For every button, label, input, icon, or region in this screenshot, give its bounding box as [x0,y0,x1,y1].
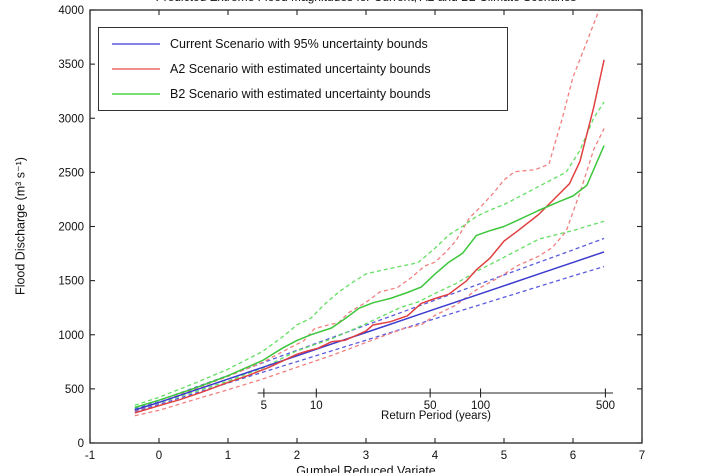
return-period-tick-label: 100 [471,400,490,412]
x-tick-label: 0 [156,450,162,462]
series-current-upper-bound [134,237,605,410]
series-a2-lower-bound [134,128,605,417]
y-tick-label: 3500 [58,59,84,71]
series-current-lower-bound [134,265,605,413]
return-period-tick-label: 5 [261,400,267,412]
y-tick-label: 500 [65,384,84,396]
x-axis-label: Gumbel Reduced Variate [296,464,436,473]
legend-label-b2: B2 Scenario with estimated uncertainty b… [170,86,431,101]
y-tick-label: 1500 [58,276,84,288]
x-tick-label: 4 [432,450,439,462]
x-tick-label: 5 [501,450,507,462]
return-period-tick-label: 10 [310,400,323,412]
return-period-tick-label: 50 [424,400,437,412]
y-tick-label: 3000 [58,113,84,125]
return-period-tick-label: 500 [596,400,615,412]
a2-scenario-line-sample [112,67,160,70]
y-tick-label: 1000 [58,330,84,342]
legend-label-a2: A2 Scenario with estimated uncertainty b… [170,61,431,76]
series-a2-scenario [134,59,605,414]
chart-title: Predicted Extreme Flood Magnitudes for C… [90,0,642,4]
y-axis-label: Flood Discharge (m³ s⁻¹) [13,157,28,295]
x-tick-label: 2 [294,450,300,462]
legend-item-current: Current Scenario with 95% uncertainty bo… [99,37,507,51]
legend-item-a2: A2 Scenario with estimated uncertainty b… [99,62,507,76]
series-b2-scenario [134,145,605,409]
y-tick-label: 2000 [58,222,84,234]
current-scenario-line-sample [112,43,160,46]
b2-scenario-line-sample [112,92,160,95]
legend-item-b2: B2 Scenario with estimated uncertainty b… [99,87,507,101]
y-tick-label: 4000 [58,5,84,17]
series-b2-upper-bound [134,101,605,406]
legend: Current Scenario with 95% uncertainty bo… [98,27,508,111]
x-tick-label: -1 [85,450,95,462]
x-tick-label: 1 [225,450,231,462]
y-tick-label: 0 [78,438,84,450]
y-tick-label: 2500 [58,167,84,179]
series-current-scenario [134,251,605,411]
return-period-axis-label: Return Period (years) [381,410,491,422]
x-tick-label: 3 [363,450,369,462]
legend-label-current: Current Scenario with 95% uncertainty bo… [170,37,428,52]
x-tick-label: 6 [570,450,576,462]
series-b2-lower-bound [134,220,605,411]
series-a2-upper-bound [134,10,600,412]
x-tick-label: 7 [639,450,645,462]
